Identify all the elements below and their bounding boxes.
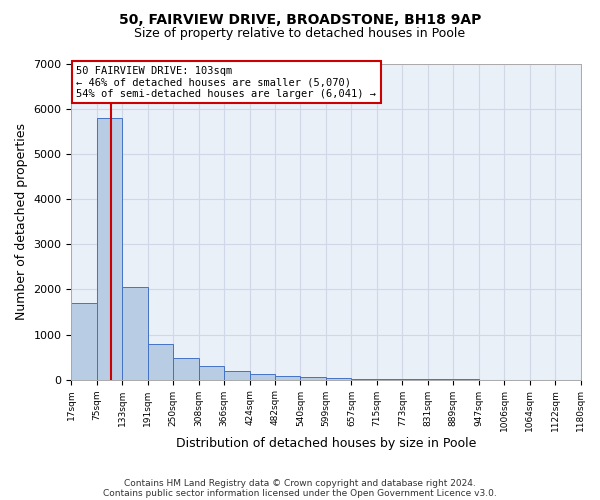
Bar: [97, 118, 122, 380]
Bar: [148, 344, 173, 380]
Text: 50 FAIRVIEW DRIVE: 103sqm
← 46% of detached houses are smaller (5,070)
54% of se: 50 FAIRVIEW DRIVE: 103sqm ← 46% of detac…: [76, 66, 376, 99]
Bar: [173, 358, 199, 380]
Bar: [301, 378, 326, 380]
X-axis label: Distribution of detached houses by size in Poole: Distribution of detached houses by size …: [176, 437, 476, 450]
Bar: [275, 376, 301, 380]
Text: Contains HM Land Registry data © Crown copyright and database right 2024.: Contains HM Land Registry data © Crown c…: [124, 478, 476, 488]
Text: Contains public sector information licensed under the Open Government Licence v3: Contains public sector information licen…: [103, 488, 497, 498]
Bar: [224, 371, 250, 380]
Bar: [71, 303, 97, 380]
Bar: [199, 366, 224, 380]
Y-axis label: Number of detached properties: Number of detached properties: [15, 124, 28, 320]
Text: Size of property relative to detached houses in Poole: Size of property relative to detached ho…: [134, 28, 466, 40]
Bar: [122, 287, 148, 380]
Text: 50, FAIRVIEW DRIVE, BROADSTONE, BH18 9AP: 50, FAIRVIEW DRIVE, BROADSTONE, BH18 9AP: [119, 12, 481, 26]
Bar: [250, 374, 275, 380]
Bar: [352, 379, 377, 380]
Bar: [326, 378, 352, 380]
